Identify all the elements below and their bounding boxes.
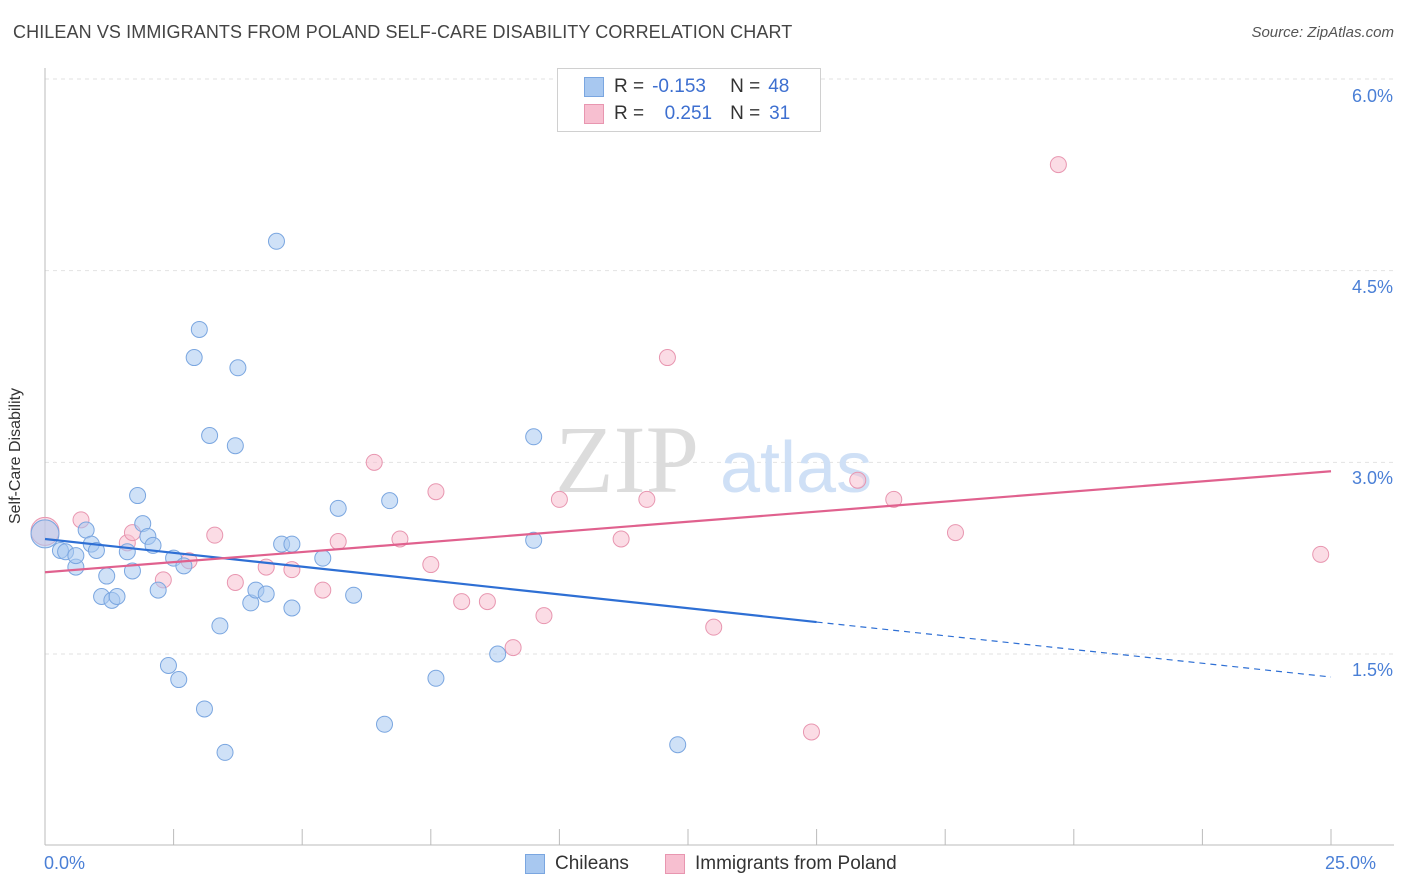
legend-r-label: R = — [614, 76, 645, 97]
legend-r-value: 0.251 — [664, 103, 713, 124]
point-chilean — [283, 599, 301, 617]
point-poland — [1049, 156, 1067, 174]
point-poland — [226, 573, 244, 591]
axes-layer — [44, 68, 1394, 846]
legend-row-chileans: R = -0.153 N = 48 — [584, 75, 789, 99]
point-chilean — [345, 586, 363, 604]
x-tick-label-min: 0.0% — [44, 853, 86, 873]
trend-line-chileans — [44, 537, 817, 624]
point-chilean — [489, 645, 507, 663]
point-chilean — [87, 542, 105, 559]
y-axis-label: Self-Care Disability — [7, 387, 24, 525]
point-chilean — [216, 743, 234, 761]
trend-lines — [44, 470, 1332, 678]
point-chilean — [170, 671, 188, 689]
point-chilean — [211, 617, 229, 635]
point-chilean — [314, 549, 332, 567]
point-chilean — [229, 359, 247, 377]
point-poland — [535, 607, 553, 625]
point-poland — [802, 723, 820, 741]
legend-swatch-chileans — [525, 854, 545, 874]
point-chilean — [283, 535, 301, 553]
point-poland — [206, 526, 224, 544]
trend-line-chileans-extension — [816, 621, 1332, 678]
chart-title: CHILEAN VS IMMIGRANTS FROM POLAND SELF-C… — [13, 22, 793, 42]
point-poland — [478, 593, 496, 611]
y-tick-label-3: 3.0% — [1351, 468, 1393, 488]
y-tick-label-6: 6.0% — [1351, 86, 1393, 106]
grid-layer — [45, 78, 1394, 655]
point-chilean — [381, 492, 399, 510]
point-poland — [427, 483, 445, 501]
point-chilean — [376, 715, 394, 733]
point-poland — [453, 593, 471, 611]
x-tick-label-max: 25.0% — [1325, 853, 1377, 873]
point-poland — [365, 453, 383, 471]
point-chilean — [98, 567, 116, 585]
point-chilean — [669, 736, 687, 754]
legend-swatch-chileans — [584, 77, 604, 97]
point-poland — [705, 618, 723, 636]
point-poland — [422, 556, 440, 574]
bottom-legend-poland: Immigrants from Poland — [665, 852, 897, 876]
watermark-atlas: atlas — [720, 428, 872, 508]
point-poland — [1312, 545, 1330, 563]
point-poland — [849, 471, 867, 489]
legend-n-label: N = — [730, 103, 761, 124]
watermark-zip: ZIP — [555, 406, 699, 513]
legend-swatch-poland — [584, 104, 604, 124]
point-chilean — [257, 585, 275, 603]
point-chilean — [30, 519, 60, 549]
point-chilean — [226, 437, 244, 455]
legend-label-poland: Immigrants from Poland — [695, 853, 897, 874]
point-poland — [329, 533, 347, 551]
point-chilean — [525, 531, 543, 549]
point-poland — [314, 581, 332, 599]
legend-n-value: 31 — [769, 103, 791, 124]
stats-legend: R = -0.153 N = 48 R = 0.251 N = 31 — [557, 68, 821, 132]
point-chilean — [108, 588, 126, 605]
bottom-legend-chileans: Chileans — [525, 852, 629, 876]
y-tick-label-4-5: 4.5% — [1351, 277, 1393, 297]
legend-r-value: -0.153 — [652, 76, 706, 97]
point-chilean — [525, 428, 543, 446]
legend-label-chileans: Chileans — [555, 853, 629, 874]
point-chilean — [185, 349, 203, 367]
point-chilean — [427, 669, 445, 687]
point-poland — [658, 349, 676, 367]
legend-row-poland: R = 0.251 N = 31 — [584, 102, 790, 126]
point-chilean — [329, 499, 347, 517]
point-poland — [550, 490, 568, 508]
legend-n-label: N = — [730, 76, 761, 97]
source-label: Source: ZipAtlas.com — [1251, 24, 1394, 41]
point-chilean — [190, 320, 208, 338]
point-chilean — [129, 487, 147, 505]
point-poland — [504, 639, 522, 657]
legend-swatch-poland — [665, 854, 685, 874]
y-tick-label-1-5: 1.5% — [1351, 660, 1393, 680]
point-chilean — [159, 657, 177, 674]
legend-r-label: R = — [614, 103, 645, 124]
point-poland — [885, 490, 903, 508]
point-chilean — [267, 232, 285, 250]
trend-line-poland — [44, 470, 1332, 574]
point-poland — [638, 490, 656, 508]
point-chilean — [123, 562, 141, 580]
point-poland — [946, 524, 964, 542]
point-chilean — [195, 700, 213, 718]
legend-n-value: 48 — [768, 76, 790, 97]
point-chilean — [67, 547, 85, 565]
point-chilean — [201, 427, 219, 444]
point-poland — [612, 530, 630, 548]
point-chilean — [149, 581, 167, 599]
